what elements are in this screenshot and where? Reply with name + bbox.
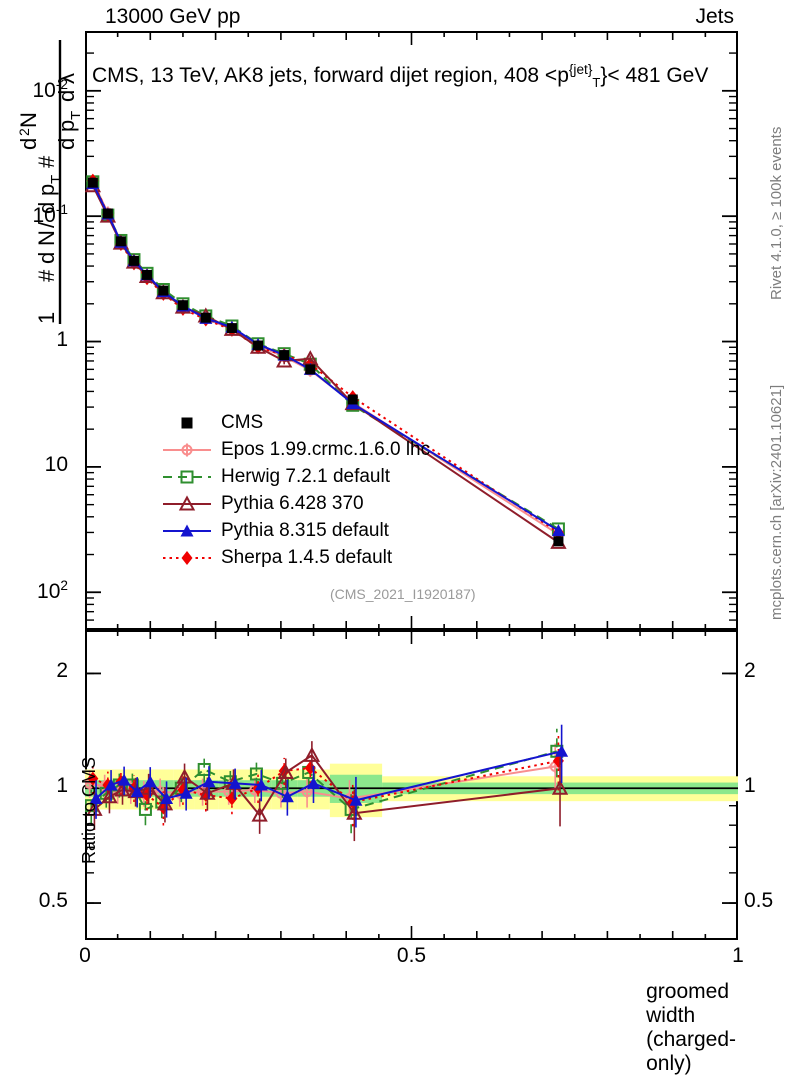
legend-item-cms[interactable]: CMS	[163, 409, 430, 436]
plot-title-sub: T	[592, 75, 601, 91]
mcplots-source-text: mcplots.cern.ch [arXiv:2401.10621]	[768, 384, 785, 620]
ratio-y-tick-label-left: 2	[56, 659, 68, 683]
main-y-tick-label: 10	[44, 452, 68, 476]
legend-key-pythia6	[163, 494, 211, 514]
svg-text:d: d	[54, 138, 79, 150]
analysis-watermark: (CMS_2021_I1920187)	[330, 586, 476, 602]
plot-title-sup: {jet}	[568, 62, 593, 77]
legend-key-cms	[163, 413, 211, 433]
ratio-y-tick-label-right: 2	[744, 659, 756, 683]
x-tick-label: 0.5	[396, 944, 427, 967]
svg-text:1: 1	[34, 312, 59, 324]
legend-key-sherpa	[163, 548, 211, 568]
ratio-y-tick-label-right: 0.5	[744, 889, 774, 913]
main-y-tick-label: 1	[56, 327, 68, 351]
legend-label-sherpa: Sherpa 1.4.5 default	[221, 546, 393, 568]
legend: CMS Epos 1.99.crmc.1.6.0 lhc Herwig 7.2.1 …	[163, 409, 430, 571]
main-y-tick-label: 10-1	[32, 202, 69, 228]
svg-text:#: #	[34, 155, 59, 168]
legend-item-sherpa[interactable]: Sherpa 1.4.5 default	[163, 544, 430, 571]
svg-text:d: d	[16, 138, 41, 150]
y-axis-label-graphic: # d N / d p T # 1 d 2 N d p T d λ	[16, 40, 85, 324]
svg-text:d: d	[34, 252, 59, 264]
ratio-y-tick-label-left: 1	[56, 774, 68, 798]
plot-title-tail: }< 481 GeV	[600, 64, 709, 87]
svg-text:λ: λ	[54, 73, 79, 84]
legend-key-herwig	[163, 467, 211, 487]
plot-title-text: CMS, 13 TeV, AK8 jets, forward dijet reg…	[92, 64, 569, 87]
legend-item-epos[interactable]: Epos 1.99.crmc.1.6.0 lhc	[163, 436, 430, 463]
svg-text:d: d	[54, 90, 79, 102]
main-y-tick-label: 10-2	[32, 76, 69, 102]
svg-text:/: /	[34, 221, 59, 228]
ratio-y-tick-label-right: 1	[744, 774, 756, 798]
svg-text:d: d	[34, 202, 59, 214]
legend-label-cms: CMS	[221, 411, 264, 433]
legend-label-herwig: Herwig 7.2.1 default	[221, 465, 390, 487]
svg-text:p: p	[54, 120, 79, 132]
ratio-y-tick-labels-right: 0.5 1 2	[744, 630, 786, 940]
main-plot-canvas	[85, 31, 738, 630]
x-tick-label: 1	[732, 944, 744, 967]
legend-label-epos: Epos 1.99.crmc.1.6.0 lhc	[221, 438, 431, 460]
x-axis-label: groomed width (charged-only)	[646, 980, 737, 1075]
ratio-y-axis-label: Ratio to CMS	[79, 756, 100, 865]
header-energy-beam: 13000 GeV pp	[105, 5, 241, 28]
legend-key-epos	[163, 440, 211, 460]
svg-text:N: N	[34, 230, 59, 246]
legend-key-pythia8	[163, 521, 211, 541]
header-category: Jets	[695, 5, 734, 28]
legend-item-pythia6[interactable]: Pythia 6.428 370	[163, 490, 430, 517]
svg-text:#: #	[34, 269, 59, 282]
plot-title: CMS, 13 TeV, AK8 jets, forward dijet reg…	[92, 62, 708, 90]
legend-item-pythia8[interactable]: Pythia 8.315 default	[163, 517, 430, 544]
main-y-tick-label: 102	[37, 578, 68, 604]
legend-item-herwig[interactable]: Herwig 7.2.1 default	[163, 463, 430, 490]
legend-label-pythia8: Pythia 8.315 default	[221, 519, 389, 541]
rivet-version-text: Rivet 4.1.0, ≥ 100k events	[768, 126, 785, 300]
svg-text:N: N	[16, 112, 41, 128]
ratio-plot-canvas	[85, 630, 738, 940]
svg-text:p: p	[34, 184, 59, 196]
svg-text:T: T	[68, 111, 80, 120]
x-tick-label: 0	[79, 944, 91, 967]
svg-text:2: 2	[16, 128, 32, 136]
legend-label-pythia6: Pythia 6.428 370	[221, 492, 364, 514]
main-y-axis-label: # d N / d p T # 1 d 2 N d p T d λ	[14, 32, 85, 332]
svg-text:T: T	[48, 175, 65, 184]
ratio-y-tick-label-left: 0.5	[38, 889, 68, 913]
ratio-y-tick-labels-left: 0.5 1 2	[0, 630, 78, 940]
main-y-tick-labels: 102 10 1 10-1 10-2	[0, 31, 78, 630]
